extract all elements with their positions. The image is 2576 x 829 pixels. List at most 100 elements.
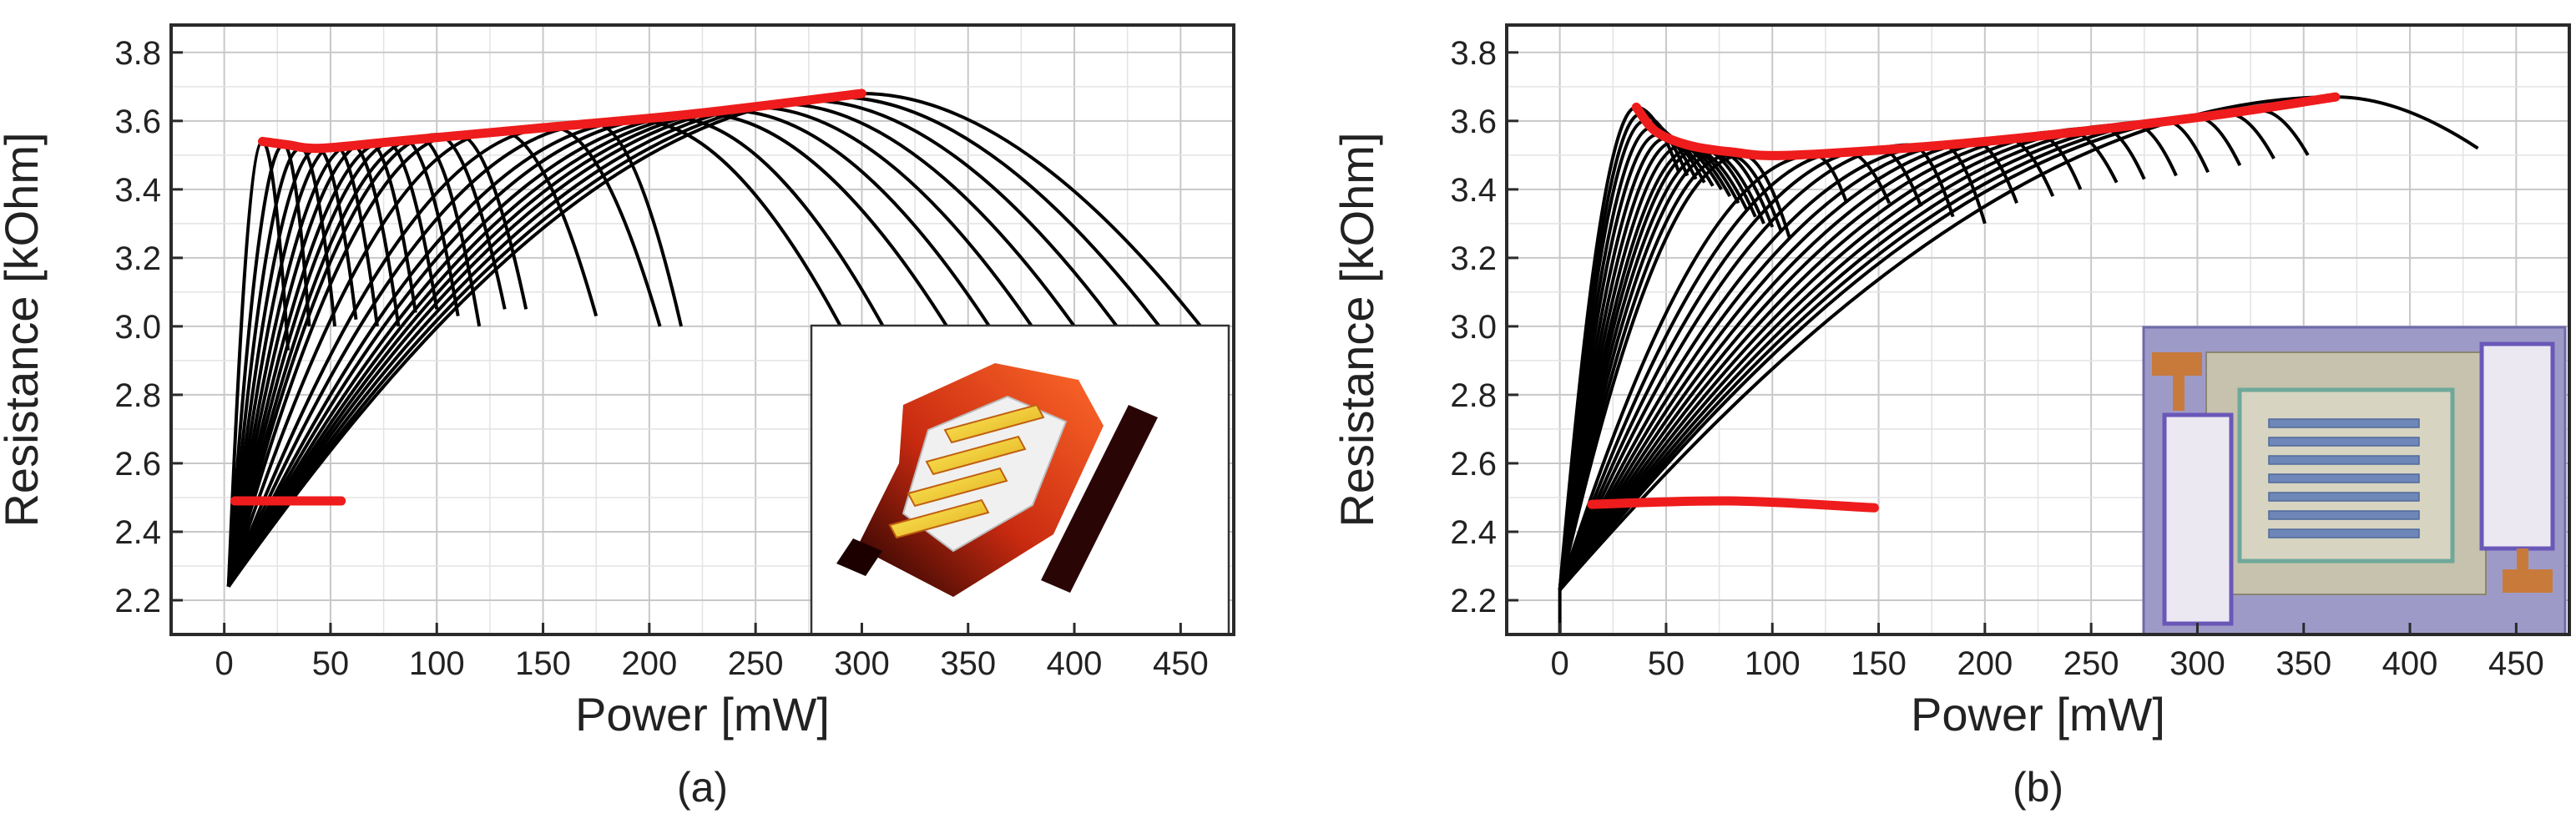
- trace-bottom-right-stem: [2517, 548, 2528, 574]
- heater-serpentine-bar: [2268, 437, 2420, 447]
- x-tick-label: 200: [1957, 645, 2013, 682]
- panel-label: (a): [677, 764, 728, 811]
- x-tick-label: 150: [1851, 645, 1907, 682]
- envelope-top: [257, 88, 866, 154]
- x-tick-label: 400: [1047, 645, 1103, 682]
- series-line: [226, 126, 662, 588]
- series-line: [1558, 146, 1757, 591]
- inset-image: [810, 324, 1230, 636]
- y-tick-label: 2.4: [1450, 514, 1497, 551]
- series-line: [226, 133, 528, 588]
- y-tick-label: 3.6: [114, 104, 161, 140]
- axes-frame: [169, 23, 1235, 636]
- envelope-bottom: [1587, 496, 1879, 513]
- series-line: [226, 143, 379, 587]
- contact-pad-right: [2479, 341, 2555, 551]
- heater-serpentine-bar: [907, 467, 1008, 508]
- series-line: [1558, 136, 2055, 591]
- inset-image: [2142, 326, 2567, 636]
- heater-serpentine-bar: [2268, 528, 2420, 538]
- y-tick-label: 2.8: [114, 377, 161, 414]
- tick-labels: 0 50 100 150 200 250 300 350 400 450 2.2 2.4 2.6 2.8 3…: [1450, 35, 2543, 682]
- series-line: [226, 112, 948, 588]
- series-line: [1558, 153, 1849, 591]
- series-line: [1558, 112, 2275, 591]
- series-line: [226, 146, 358, 587]
- contact-pad-left: [2162, 412, 2234, 626]
- heater-serpentine-bar: [2268, 510, 2420, 520]
- x-tick-label: 300: [2169, 645, 2225, 682]
- series-line: [1558, 153, 1783, 591]
- series-line: [226, 136, 460, 588]
- y-tick-label: 3.8: [1450, 35, 1497, 72]
- x-axis-title: Power [mW]: [575, 688, 830, 741]
- y-tick-label: 2.6: [1450, 446, 1497, 483]
- series-line: [226, 133, 507, 588]
- heater-serpentine-bar: [2268, 492, 2420, 502]
- series-line: [227, 109, 991, 588]
- trace-top-left-stem: [2173, 373, 2185, 411]
- chart-panel-b: 0 50 100 150 200 250 300 350 400 450 2.2 2.4 2.6 2.8 3…: [1331, 23, 2571, 811]
- x-tick-label: 0: [1551, 645, 1569, 682]
- x-tick-label: 100: [409, 645, 465, 682]
- y-tick-label: 2.8: [1450, 377, 1497, 414]
- trace-top-left: [2152, 352, 2202, 376]
- y-tick-label: 2.2: [114, 583, 161, 619]
- x-tick-label: 50: [1648, 645, 1685, 682]
- x-axis-title: Power [mW]: [1911, 688, 2165, 741]
- series-line: [226, 122, 683, 588]
- axes-frame: [1505, 23, 2571, 636]
- y-tick-label: 2.6: [114, 446, 161, 483]
- y-tick-label: 3.8: [114, 35, 161, 72]
- series-line: [226, 115, 885, 588]
- series-line: [1558, 119, 2210, 591]
- series-line: [226, 143, 311, 587]
- x-tick-label: 250: [728, 645, 784, 682]
- y-tick-label: 3.4: [1450, 172, 1497, 209]
- x-tick-label: 250: [2063, 645, 2119, 682]
- y-tick-label: 2.4: [114, 514, 161, 551]
- heater-serpentine-bar: [888, 498, 990, 539]
- series-line: [1558, 122, 2178, 591]
- series-line: [1558, 149, 1892, 591]
- series-line: [226, 139, 439, 587]
- series-line: [226, 129, 599, 588]
- series-line: [1558, 95, 2479, 592]
- heater-serpentine-bar: [925, 435, 1027, 476]
- x-tick-label: 350: [2275, 645, 2331, 682]
- x-tick-label: 100: [1745, 645, 1801, 682]
- heater-serpentine-bar: [2268, 418, 2420, 428]
- series-line: [1558, 149, 1775, 591]
- heater-serpentine-bar: [943, 403, 1045, 444]
- series-line: [226, 143, 401, 587]
- series-line: [1558, 115, 2242, 591]
- y-tick-label: 3.2: [114, 240, 161, 277]
- y-tick-label: 3.4: [114, 172, 161, 209]
- x-tick-label: 200: [621, 645, 677, 682]
- series-line: [1558, 139, 2018, 591]
- heater-serpentine-bar: [2268, 473, 2420, 483]
- x-tick-label: 0: [215, 645, 234, 682]
- envelope-top: [1631, 92, 2341, 160]
- y-axis-title: Resistance [kOhm]: [1331, 132, 1383, 527]
- y-axis-title: Resistance [kOhm]: [0, 132, 48, 527]
- tick-labels: 0 50 100 150 200 250 300 350 400 450 2.2 2.4 2.6 2.8 3…: [114, 35, 1208, 682]
- series-line: [1558, 126, 2146, 591]
- x-tick-label: 350: [940, 645, 996, 682]
- x-tick-label: 400: [2382, 645, 2438, 682]
- series-line: [226, 119, 842, 588]
- x-tick-label: 300: [834, 645, 890, 682]
- heater-lead-left: [836, 538, 882, 576]
- y-tick-label: 2.2: [1450, 583, 1497, 619]
- y-tick-label: 3.0: [1450, 309, 1497, 346]
- series-line: [226, 139, 417, 587]
- heater-serpentine-bar: [2268, 455, 2420, 465]
- chart-panel-a: 0 50 100 150 200 250 300 350 400 450 2.2 2.4 2.6 2.8 3…: [0, 23, 1235, 811]
- x-tick-label: 150: [515, 645, 571, 682]
- series-line: [1558, 149, 1765, 591]
- x-tick-label: 50: [312, 645, 350, 682]
- y-tick-label: 3.0: [114, 309, 161, 346]
- y-tick-label: 3.2: [1450, 240, 1497, 277]
- series-line: [226, 136, 482, 588]
- panel-label: (b): [2013, 764, 2063, 811]
